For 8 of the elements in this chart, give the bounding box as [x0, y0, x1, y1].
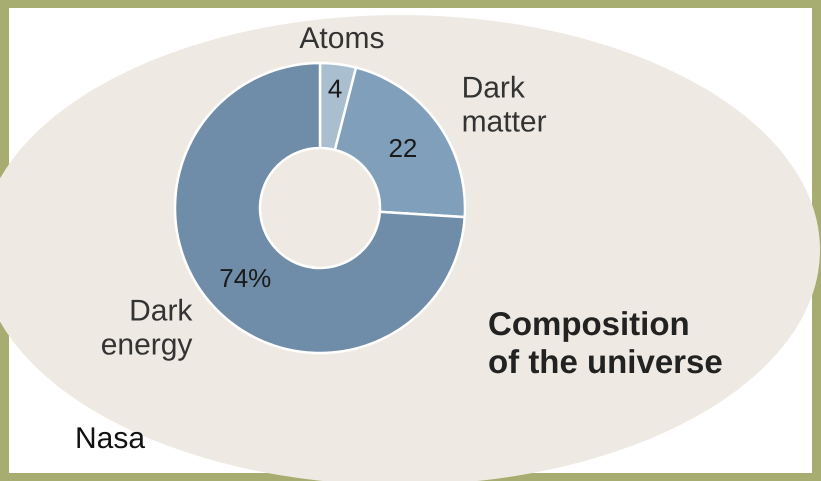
slice-label: Dark matter [462, 72, 547, 139]
slice-label: Dark energy [100, 294, 194, 362]
text: Nasa [75, 422, 146, 455]
data-label: 74% [219, 263, 272, 294]
data-label: 4 [328, 73, 342, 104]
slice-label: Atoms [299, 22, 384, 55]
data-label: 22 [388, 132, 418, 163]
text: Composition of the universe [488, 305, 723, 380]
